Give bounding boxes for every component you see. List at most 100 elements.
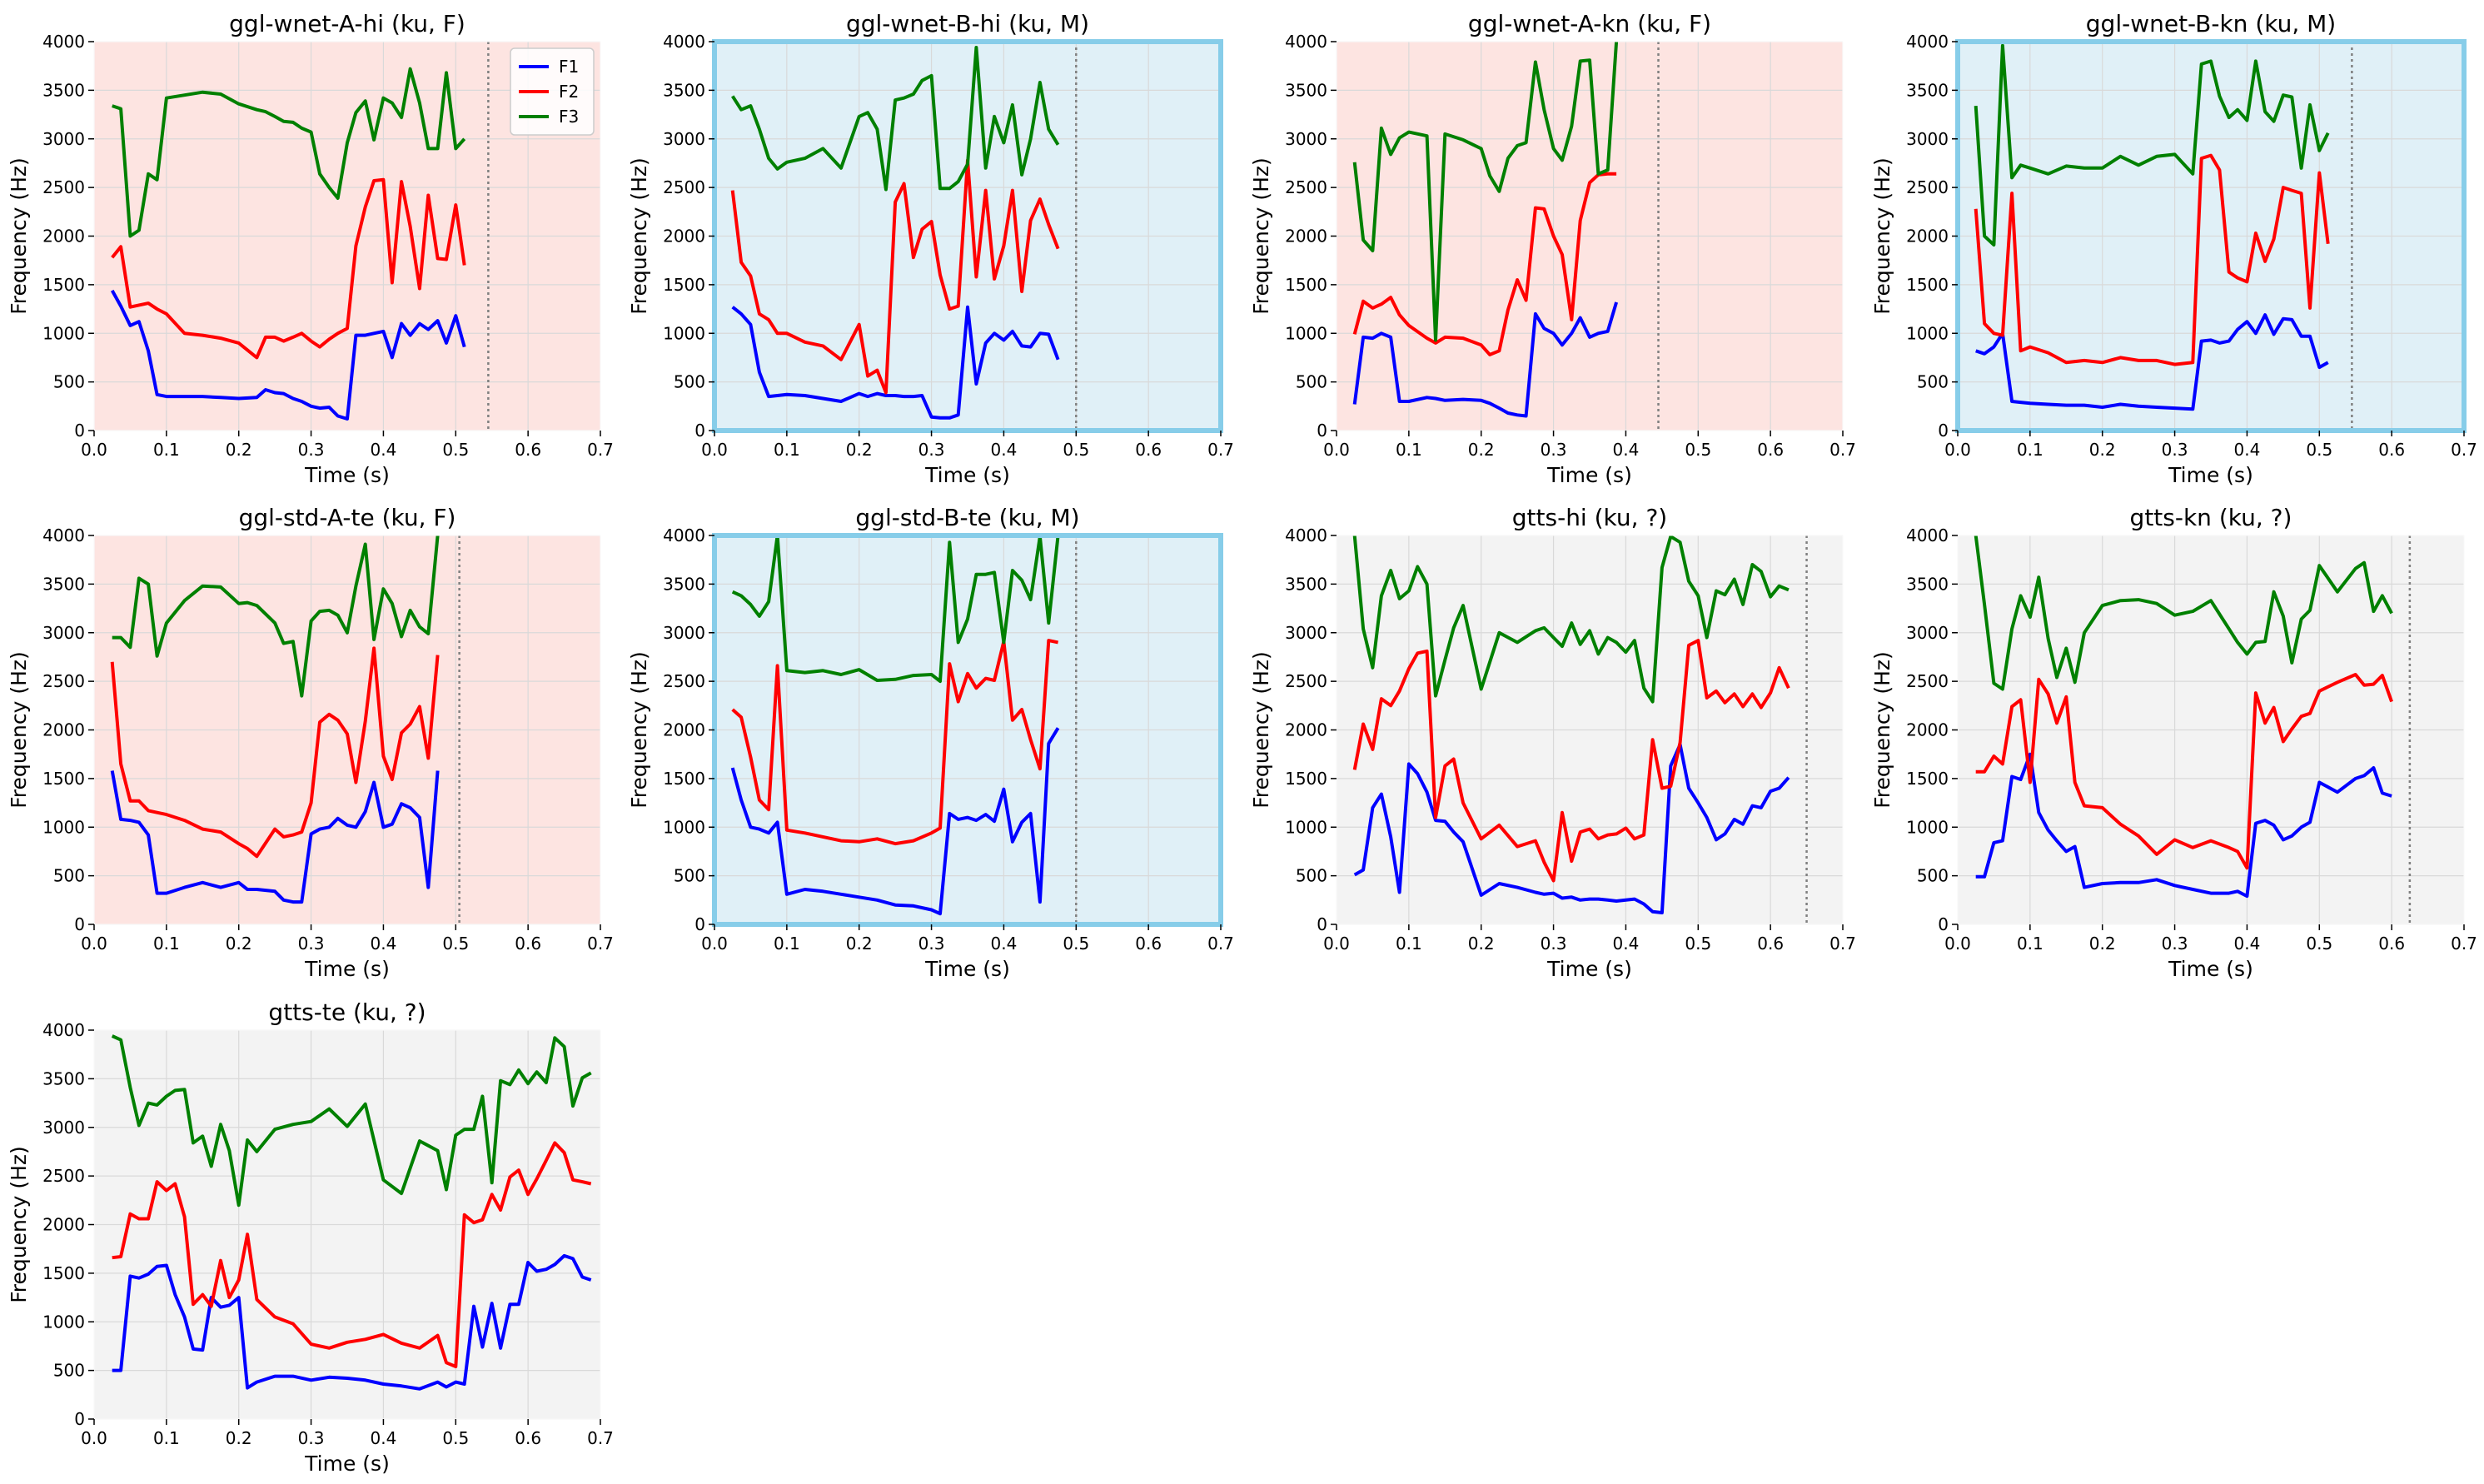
x-tick-label: 0.1: [153, 934, 180, 954]
chart-title: ggl-wnet-B-hi (ku, M): [846, 10, 1089, 37]
chart-title: ggl-std-B-te (ku, M): [855, 504, 1079, 531]
y-tick-label: 1500: [663, 275, 705, 295]
y-tick-label: 500: [1917, 372, 1949, 392]
y-tick-label: 1000: [42, 817, 85, 837]
x-tick-label: 0.1: [774, 440, 800, 460]
x-tick-label: 0.4: [2234, 440, 2261, 460]
y-tick-label: 3000: [1906, 623, 1949, 643]
x-axis-label: Time (s): [1546, 957, 1632, 981]
x-tick-label: 0.5: [442, 934, 469, 954]
y-tick-label: 0: [1938, 421, 1949, 441]
y-tick-label: 500: [1296, 866, 1327, 886]
y-tick-label: 2500: [42, 671, 85, 691]
legend-label-f3: F3: [559, 107, 579, 127]
y-tick-label: 0: [74, 1409, 85, 1429]
series-line-f2: [1975, 673, 2393, 870]
x-tick-label: 0.0: [81, 440, 107, 460]
y-tick-label: 3000: [42, 623, 85, 643]
x-tick-label: 0.6: [1135, 934, 1162, 954]
x-tick-label: 0.3: [298, 1428, 325, 1448]
x-axis-label: Time (s): [924, 957, 1010, 981]
series-line-f1: [730, 727, 1060, 916]
chart-title: ggl-wnet-A-kn (ku, F): [1468, 10, 1711, 37]
y-tick-label: 4000: [42, 525, 85, 545]
x-tick-label: 0.5: [1685, 934, 1711, 954]
y-axis-label: Frequency (Hz): [1249, 157, 1273, 315]
x-tick-label: 0.0: [1323, 440, 1350, 460]
x-tick-label: 0.0: [81, 1428, 107, 1448]
chart-title: gtts-hi (ku, ?): [1512, 504, 1667, 531]
y-tick-label: 2000: [663, 720, 705, 740]
x-tick-label: 0.5: [1685, 440, 1711, 460]
y-tick-label: 0: [74, 421, 85, 441]
x-tick-label: 0.4: [1613, 440, 1640, 460]
x-tick-label: 0.6: [1757, 934, 1784, 954]
y-tick-label: 3500: [1285, 574, 1327, 594]
x-tick-label: 0.6: [2378, 934, 2405, 954]
chart-title: gtts-kn (ku, ?): [2130, 504, 2292, 531]
series-line-f2: [111, 177, 466, 360]
y-tick-label: 500: [53, 1361, 85, 1381]
y-tick-label: 1000: [42, 323, 85, 343]
chart-panel: 0.0 0.1 0.2 0.3 0.4 0.5 0.6 0.7 0 500 1000 1500 2000…: [627, 504, 1234, 981]
series-line-f3: [731, 535, 1060, 684]
x-tick-label: 0.4: [1613, 934, 1640, 954]
y-tick-label: 3000: [1285, 129, 1327, 149]
y-axis-label: Frequency (Hz): [1870, 157, 1894, 315]
x-tick-label: 0.4: [371, 1428, 397, 1448]
x-tick-label: 0.6: [2378, 440, 2405, 460]
x-tick-label: 0.6: [1757, 440, 1784, 460]
y-tick-label: 2500: [1285, 671, 1327, 691]
x-tick-label: 0.7: [587, 934, 614, 954]
y-tick-label: 0: [1938, 914, 1949, 934]
y-tick-label: 500: [1296, 372, 1327, 392]
x-tick-label: 0.7: [1829, 440, 1856, 460]
y-axis-label: Frequency (Hz): [7, 651, 31, 809]
y-tick-label: 4000: [663, 525, 705, 545]
y-tick-label: 1500: [1285, 769, 1327, 789]
y-tick-label: 3000: [42, 1118, 85, 1138]
x-tick-label: 0.3: [1541, 934, 1567, 954]
y-axis-label: Frequency (Hz): [7, 1146, 31, 1303]
chart-panel: 0.0 0.1 0.2 0.3 0.4 0.5 0.6 0.7 0 500 1000 1500 2000…: [7, 998, 614, 1476]
x-axis-label: Time (s): [2168, 463, 2253, 487]
y-axis-label: Frequency (Hz): [627, 157, 651, 315]
x-tick-label: 0.2: [226, 440, 252, 460]
legend-label-f2: F2: [559, 82, 579, 102]
y-tick-label: 500: [1917, 866, 1949, 886]
y-tick-label: 2500: [42, 177, 85, 197]
series-line-f3: [1352, 535, 1790, 704]
x-tick-label: 0.4: [991, 440, 1018, 460]
x-tick-label: 0.3: [298, 440, 325, 460]
y-tick-label: 1000: [1906, 817, 1949, 837]
y-tick-label: 500: [674, 866, 705, 886]
y-tick-label: 3500: [663, 574, 705, 594]
x-tick-label: 0.4: [371, 934, 397, 954]
y-tick-label: 3500: [42, 80, 85, 100]
y-tick-label: 3500: [1906, 80, 1949, 100]
x-tick-label: 0.7: [2451, 440, 2477, 460]
x-tick-label: 0.7: [2451, 934, 2477, 954]
series-line-f1: [1352, 301, 1619, 418]
chart-panel: 0.0 0.1 0.2 0.3 0.4 0.5 0.6 0.7 0 500 1000 1500 2000…: [7, 10, 614, 487]
x-tick-label: 0.2: [1468, 440, 1495, 460]
y-tick-label: 2000: [1906, 720, 1949, 740]
x-tick-label: 0.2: [2089, 934, 2116, 954]
x-tick-label: 0.2: [226, 934, 252, 954]
y-tick-label: 0: [694, 421, 705, 441]
x-tick-label: 0.0: [1944, 440, 1971, 460]
x-tick-label: 0.6: [515, 934, 541, 954]
y-tick-label: 3000: [1285, 623, 1327, 643]
y-tick-label: 4000: [1906, 525, 1949, 545]
y-tick-label: 3500: [1285, 80, 1327, 100]
y-tick-label: 3000: [663, 129, 705, 149]
x-tick-label: 0.3: [298, 934, 325, 954]
series-line-f1: [112, 1253, 592, 1391]
y-tick-label: 2500: [1285, 177, 1327, 197]
y-tick-label: 2000: [42, 720, 85, 740]
series-line-f2: [112, 1141, 592, 1368]
series-line-f1: [1353, 743, 1790, 914]
x-tick-label: 0.0: [1944, 934, 1971, 954]
x-tick-label: 0.1: [2017, 934, 2043, 954]
